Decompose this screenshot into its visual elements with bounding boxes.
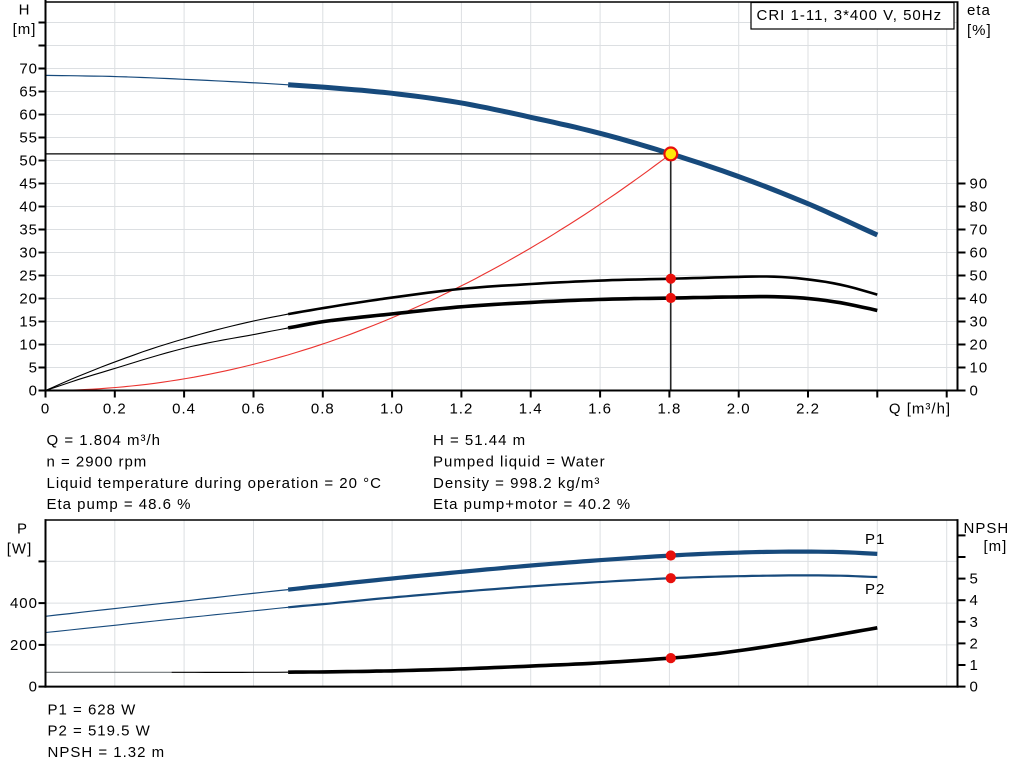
svg-text:P1: P1	[865, 531, 885, 548]
svg-text:1.4: 1.4	[519, 401, 543, 418]
svg-text:n = 2900 rpm: n = 2900 rpm	[47, 454, 148, 471]
svg-text:200: 200	[10, 637, 38, 654]
svg-text:Liquid temperature during oper: Liquid temperature during operation = 20…	[47, 475, 382, 492]
svg-text:2.0: 2.0	[727, 401, 751, 418]
svg-text:1.0: 1.0	[380, 401, 404, 418]
svg-text:[m]: [m]	[13, 21, 37, 38]
svg-text:1: 1	[970, 657, 979, 674]
svg-text:NPSH = 1.32 m: NPSH = 1.32 m	[48, 744, 166, 761]
svg-text:50: 50	[19, 153, 38, 170]
svg-text:80: 80	[970, 199, 989, 216]
svg-text:5: 5	[970, 571, 979, 588]
svg-text:H = 51.44 m: H = 51.44 m	[433, 432, 526, 449]
svg-text:90: 90	[970, 176, 989, 193]
svg-text:P1 = 628 W: P1 = 628 W	[48, 702, 137, 719]
svg-text:Q [m³/h]: Q [m³/h]	[889, 401, 951, 418]
svg-text:45: 45	[19, 176, 38, 193]
svg-text:1.8: 1.8	[657, 401, 681, 418]
svg-text:eta: eta	[967, 2, 991, 19]
svg-text:55: 55	[19, 130, 38, 147]
svg-text:10: 10	[970, 360, 989, 377]
svg-text:Pumped liquid = Water: Pumped liquid = Water	[433, 454, 606, 471]
svg-text:0: 0	[29, 383, 38, 400]
svg-text:70: 70	[19, 61, 38, 78]
svg-text:H: H	[19, 2, 31, 19]
svg-text:0.4: 0.4	[172, 401, 196, 418]
svg-text:60: 60	[19, 107, 38, 124]
svg-text:Density = 998.2 kg/m³: Density = 998.2 kg/m³	[433, 475, 600, 492]
svg-text:P: P	[17, 521, 28, 538]
svg-text:CRI 1-11, 3*400 V, 50Hz: CRI 1-11, 3*400 V, 50Hz	[757, 7, 943, 24]
svg-text:10: 10	[19, 337, 38, 354]
svg-text:0.6: 0.6	[242, 401, 266, 418]
svg-text:1.6: 1.6	[588, 401, 612, 418]
svg-text:50: 50	[970, 268, 989, 285]
svg-text:0.8: 0.8	[311, 401, 335, 418]
svg-text:30: 30	[970, 314, 989, 331]
svg-text:0: 0	[970, 679, 979, 696]
svg-text:25: 25	[19, 268, 38, 285]
svg-text:0: 0	[29, 679, 38, 696]
svg-text:35: 35	[19, 222, 38, 239]
svg-text:NPSH: NPSH	[964, 520, 1010, 537]
svg-text:Eta pump+motor = 40.2 %: Eta pump+motor = 40.2 %	[433, 496, 631, 513]
svg-text:[%]: [%]	[967, 22, 992, 39]
svg-text:0.2: 0.2	[103, 401, 127, 418]
svg-text:30: 30	[19, 245, 38, 262]
svg-text:[W]: [W]	[7, 541, 33, 558]
svg-text:70: 70	[970, 222, 989, 239]
svg-text:5: 5	[29, 360, 38, 377]
svg-text:2: 2	[970, 635, 979, 652]
svg-text:20: 20	[19, 291, 38, 308]
svg-text:65: 65	[19, 84, 38, 101]
svg-text:15: 15	[19, 314, 38, 331]
svg-text:P2: P2	[865, 581, 885, 598]
svg-text:4: 4	[970, 592, 979, 609]
svg-text:Eta pump = 48.6 %: Eta pump = 48.6 %	[47, 496, 192, 513]
svg-text:1.2: 1.2	[449, 401, 473, 418]
svg-text:40: 40	[19, 199, 38, 216]
svg-text:[m]: [m]	[984, 538, 1008, 555]
svg-text:3: 3	[970, 614, 979, 631]
svg-text:20: 20	[970, 337, 989, 354]
svg-text:0: 0	[41, 401, 50, 418]
svg-text:P2 = 519.5 W: P2 = 519.5 W	[48, 723, 151, 740]
svg-text:400: 400	[10, 595, 38, 612]
svg-text:Q = 1.804 m³/h: Q = 1.804 m³/h	[47, 432, 161, 449]
svg-text:40: 40	[970, 291, 989, 308]
svg-text:2.2: 2.2	[796, 401, 820, 418]
svg-text:60: 60	[970, 245, 989, 262]
svg-text:0: 0	[970, 383, 979, 400]
